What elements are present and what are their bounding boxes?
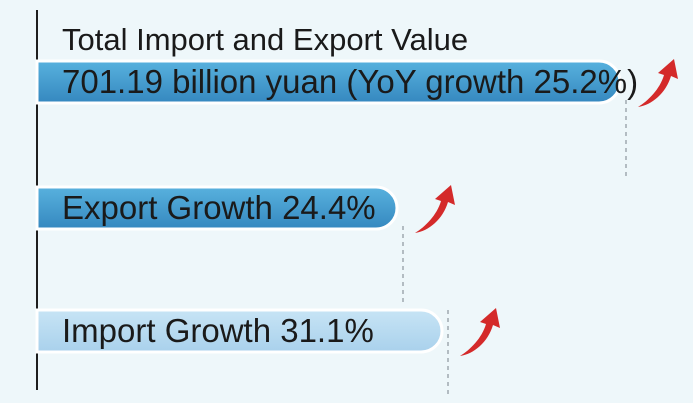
growth-arrow-icon-2 (415, 185, 455, 233)
growth-arrow-icon-1 (638, 59, 678, 107)
bar-3 (35, 308, 444, 354)
growth-arrow-shape (638, 59, 678, 107)
bar-label-1: 701.19 billion yuan (YoY growth 25.2%) (62, 63, 638, 100)
bar-1 (35, 59, 622, 105)
growth-arrow-shape (460, 308, 500, 356)
bar-label-2: Export Growth 24.4% (62, 189, 376, 226)
chart-title: Total Import and Export Value (62, 22, 469, 57)
bar-2 (35, 185, 399, 231)
bar-label-3: Import Growth 31.1% (62, 312, 374, 349)
growth-arrow-icon-3 (460, 308, 500, 356)
growth-arrow-shape (415, 185, 455, 233)
